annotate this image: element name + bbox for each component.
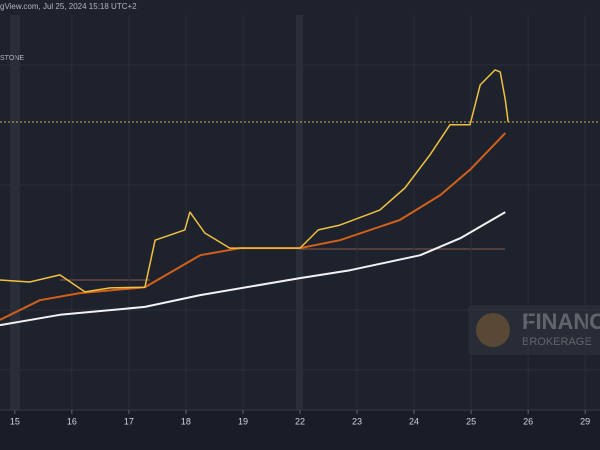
watermark-box	[468, 305, 600, 355]
x-tick-label: 26	[523, 416, 533, 426]
x-tick-label: 15	[10, 416, 20, 426]
watermark-group: FINANC BROKERAGE	[468, 305, 600, 355]
watermark-text: FINANC	[522, 309, 600, 334]
symbol-label: STONE	[0, 55, 24, 62]
x-tick-label: 17	[124, 416, 134, 426]
x-tick-label: 19	[238, 416, 248, 426]
series-line	[0, 211, 506, 327]
header: gView.com, Jul 25, 2024 15:18 UTC+2	[0, 2, 137, 11]
x-tick-label: 16	[67, 416, 77, 426]
x-tick-label: 25	[466, 416, 476, 426]
x-tick-label: 18	[181, 416, 191, 426]
x-tick-label: 24	[409, 416, 419, 426]
watermark-logo	[476, 313, 510, 347]
series-line	[0, 69, 509, 293]
x-axis-area	[0, 410, 600, 450]
x-tick-label: 29	[580, 416, 590, 426]
x-tick-label: 23	[352, 416, 362, 426]
watermark-sub: BROKERAGE	[522, 336, 592, 348]
x-tick-label: 22	[295, 416, 305, 426]
